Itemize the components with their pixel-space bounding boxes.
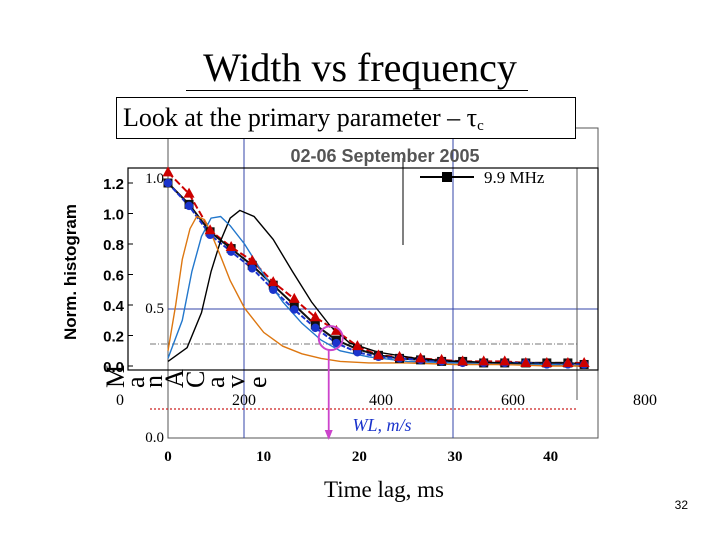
black-curve-line — [167, 209, 580, 367]
rotated-glyph: n — [139, 375, 168, 388]
blue-series-line — [167, 182, 585, 366]
data-point-triangle — [436, 353, 448, 364]
background-y-tick-label: 1.0 — [145, 171, 164, 187]
data-point-triangle — [225, 241, 237, 252]
highlight-circle — [317, 325, 344, 352]
data-point-triangle — [541, 356, 553, 367]
rotated-glyph: M — [101, 365, 130, 388]
rotated-glyph: e — [243, 376, 272, 388]
rotated-glyph: A — [160, 369, 189, 388]
black-series-line — [167, 182, 585, 366]
background-x-tick-label: 600 — [501, 392, 525, 409]
background-x-axis-label: WL, m/s — [352, 415, 411, 435]
data-point-triangle — [162, 166, 174, 177]
data-point-triangle — [457, 355, 469, 366]
callout-box: Look at the primary parameter – τc — [116, 97, 576, 139]
rotated-glyph: C — [181, 371, 210, 388]
main-chart-title: 02-06 September 2005 — [290, 146, 479, 166]
main-y-tick-label: 1.2 — [103, 176, 124, 193]
data-point-triangle — [578, 356, 590, 367]
data-point-circle — [290, 305, 299, 314]
data-point-triangle — [351, 340, 363, 351]
background-x-tick-label: 400 — [369, 392, 393, 409]
data-point-circle — [247, 264, 257, 273]
background-x-tick-label: 800 — [633, 392, 657, 409]
data-point-circle — [184, 201, 194, 211]
background-x-tick-label: 200 — [232, 392, 256, 409]
data-point-triangle — [246, 254, 258, 265]
data-point-triangle — [415, 352, 427, 363]
main-y-tick-label: 0.0 — [103, 359, 124, 376]
legend: 9.9 MHz — [420, 168, 545, 187]
legend-label: 9.9 MHz — [484, 168, 545, 187]
data-point-triangle — [330, 324, 342, 335]
main-y-axis-label: Norm. histogram — [61, 204, 80, 340]
main-x-tick-label: 20 — [352, 449, 367, 465]
data-point-circle — [332, 338, 341, 348]
data-point-triangle — [309, 311, 321, 322]
data-point-triangle — [499, 355, 511, 366]
data-point-triangle — [562, 356, 574, 367]
slide-title: Width vs frequency — [203, 45, 517, 90]
main-y-tick-label: 0.8 — [103, 237, 124, 254]
blue-curve-line — [167, 215, 580, 367]
background-x-tick-label: 0 — [116, 392, 124, 409]
arrow-head — [324, 430, 333, 440]
legend-square-marker — [442, 172, 452, 182]
main-y-tick-label: 0.6 — [103, 268, 124, 285]
data-point-triangle — [394, 350, 406, 361]
callout-subscript: c — [477, 118, 484, 134]
background-y-tick-label: 0.0 — [145, 430, 164, 446]
main-x-tick-label: 10 — [256, 449, 271, 465]
callout-text: Look at the primary parameter – τ — [123, 103, 478, 132]
data-point-triangle — [372, 349, 384, 360]
data-point-triangle — [183, 187, 195, 198]
main-plot-frame — [127, 167, 599, 371]
main-x-tick-label: 30 — [448, 449, 463, 465]
rotated-glyph: a — [201, 376, 230, 388]
data-point-circle — [163, 178, 173, 188]
main-x-tick-label: 0 — [164, 449, 172, 465]
data-point-triangle — [478, 355, 490, 366]
rotated-glyph: a — [121, 376, 150, 388]
data-point-circle — [311, 323, 320, 333]
data-point-circle — [269, 285, 278, 294]
data-point-square — [289, 300, 299, 310]
main-y-tick-label: 1.0 — [103, 207, 124, 224]
title-underline — [186, 90, 528, 91]
main-y-tick-label: 0.4 — [103, 298, 125, 315]
background-y-tick-label: 0.5 — [145, 301, 164, 317]
main-plot: 0.0 0.2 0.4 0.6 0.8 1.0 1.2 02-06 September 200… — [103, 146, 599, 440]
data-point-triangle — [267, 276, 279, 287]
main-x-axis-label: Time lag, ms — [324, 477, 444, 502]
page-number: 32 — [674, 498, 688, 512]
main-y-tick-label: 0.2 — [103, 329, 124, 346]
data-point-triangle — [288, 292, 300, 303]
data-point-triangle — [520, 356, 532, 367]
background-plot: 0 200 400 600 800 0.0 0.5 1.0 WL, m/s — [116, 127, 657, 446]
rotated-glyph: v — [221, 375, 250, 388]
red-series-line — [167, 171, 585, 364]
main-x-tick-label: 40 — [543, 449, 558, 465]
data-point-triangle — [204, 224, 216, 235]
